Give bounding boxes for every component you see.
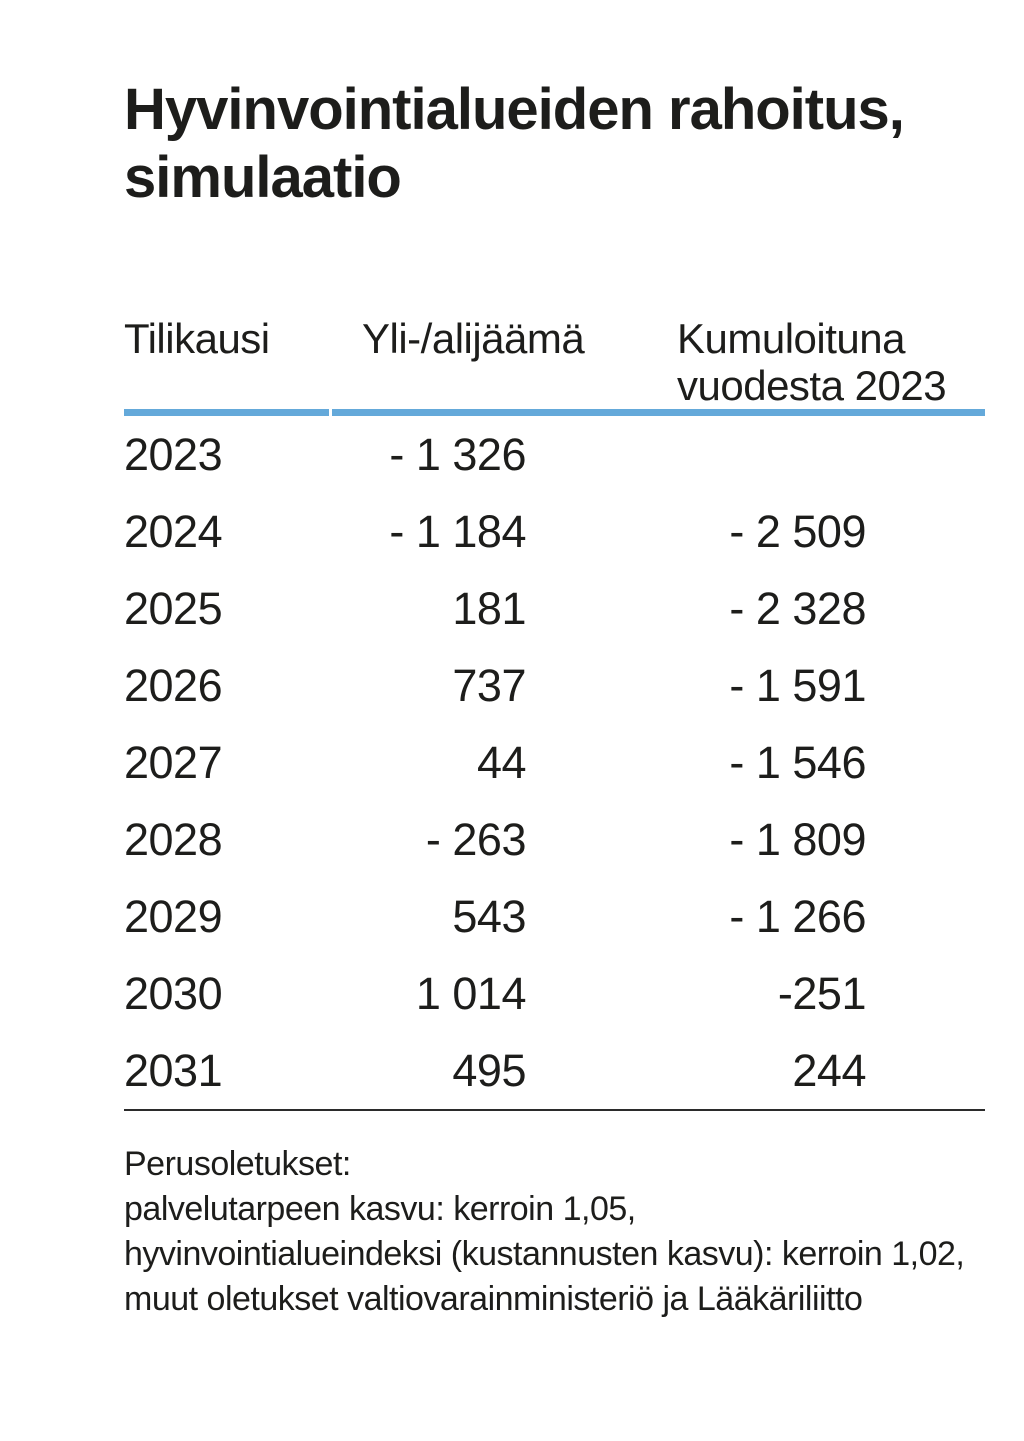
table-row: 2031 495 244: [124, 1032, 985, 1109]
table-row: 2025 181 - 2 328: [124, 570, 985, 647]
header-underline-segment-right: [332, 409, 985, 416]
cell-balance: - 1 326: [389, 429, 526, 480]
cell-cumulative: - 1 546: [729, 737, 866, 788]
cell-year: 2030: [124, 968, 223, 1019]
column-header-tilikausi: Tilikausi: [124, 315, 270, 362]
table-row: 2023 - 1 326: [124, 416, 985, 493]
cell-balance: - 1 184: [389, 506, 526, 557]
table-bottom-rule: [124, 1109, 985, 1111]
cell-year: 2025: [124, 583, 223, 634]
column-header-kumuloituna: Kumuloituna vuodesta 2023: [677, 315, 947, 409]
cell-balance: 1 014: [415, 968, 527, 1019]
table-row: 2027 44 - 1 546: [124, 724, 985, 801]
table-row: 2024 - 1 184 - 2 509: [124, 493, 985, 570]
cell-cumulative: -251: [777, 968, 867, 1019]
header-underline-segment-left: [124, 409, 329, 416]
cell-balance: 44: [476, 737, 527, 788]
cell-cumulative: - 1 266: [729, 891, 866, 942]
cell-cumulative: - 1 591: [729, 660, 866, 711]
table-row: 2026 737 - 1 591: [124, 647, 985, 724]
cell-balance: 181: [452, 583, 526, 634]
cell-balance: - 263: [425, 814, 527, 865]
cell-year: 2031: [124, 1045, 223, 1096]
table-header-row: Tilikausi Yli-/alijäämä Kumuloituna vuod…: [124, 315, 985, 409]
table-row: 2030 1 014 -251: [124, 955, 985, 1032]
cell-year: 2023: [124, 429, 223, 480]
funding-table: Tilikausi Yli-/alijäämä Kumuloituna vuod…: [124, 315, 985, 1111]
cell-balance: 737: [452, 660, 526, 711]
table-row: 2028 - 263 - 1 809: [124, 801, 985, 878]
cell-cumulative: - 2 328: [729, 583, 866, 634]
cell-cumulative: 244: [792, 1045, 866, 1096]
cell-year: 2024: [124, 506, 223, 557]
table-body: 2023 - 1 326 2024 - 1 184 - 2 509 2025 1…: [124, 416, 985, 1109]
table-row: 2029 543 - 1 266: [124, 878, 985, 955]
footnote: Perusoletukset: palvelutarpeen kasvu: ke…: [124, 1145, 965, 1318]
cell-year: 2026: [124, 660, 223, 711]
cell-year: 2029: [124, 891, 223, 942]
cell-year: 2028: [124, 814, 223, 865]
header-underline: [124, 409, 985, 416]
cell-balance: 543: [452, 891, 526, 942]
page-title: Hyvinvointialueiden rahoitus, simulaatio: [124, 77, 905, 210]
column-header-yli-alijaama: Yli-/alijäämä: [362, 315, 585, 362]
cell-year: 2027: [124, 737, 223, 788]
cell-balance: 495: [452, 1045, 526, 1096]
cell-cumulative: - 2 509: [729, 506, 866, 557]
cell-cumulative: - 1 809: [729, 814, 866, 865]
